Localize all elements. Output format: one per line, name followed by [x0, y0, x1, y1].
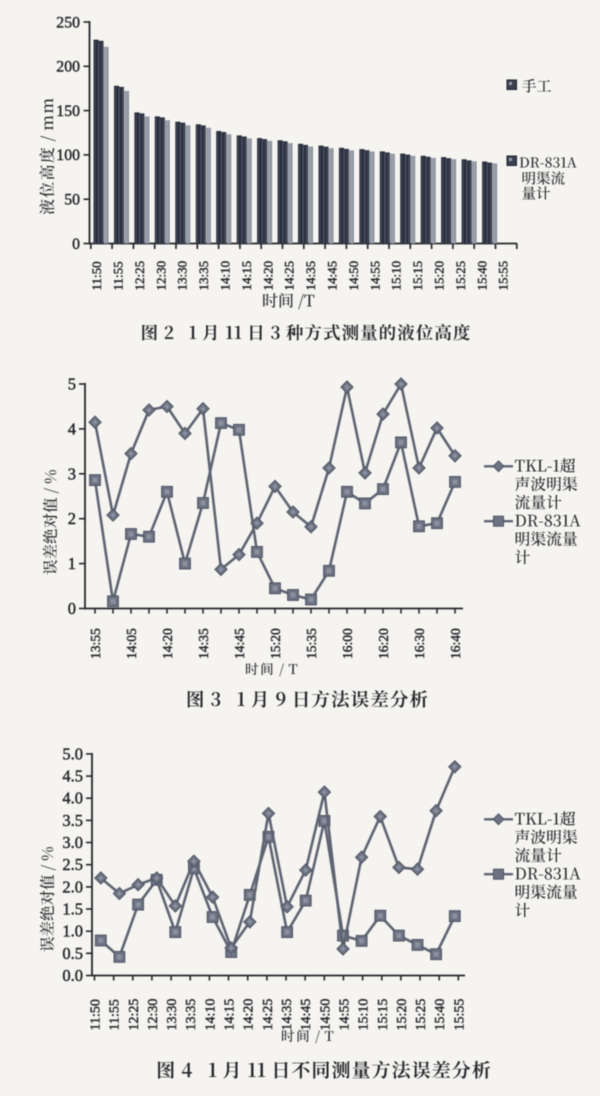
- svg-text:200: 200: [56, 59, 80, 76]
- svg-text:14:45: 14:45: [325, 261, 340, 291]
- svg-text:14:35: 14:35: [303, 261, 318, 291]
- svg-text:50: 50: [64, 192, 80, 209]
- svg-text:13:30: 13:30: [165, 999, 180, 1031]
- svg-text:11:55: 11:55: [111, 261, 126, 290]
- svg-text:14:20: 14:20: [260, 261, 275, 291]
- svg-text:16:00: 16:00: [340, 628, 355, 659]
- svg-text:14:10: 14:10: [203, 999, 218, 1031]
- svg-text:2.5: 2.5: [62, 855, 83, 874]
- svg-text:15:10: 15:10: [357, 999, 372, 1031]
- svg-text:0.5: 0.5: [62, 944, 83, 963]
- svg-text:14:45: 14:45: [232, 628, 247, 659]
- svg-text:4.5: 4.5: [62, 767, 83, 786]
- svg-text:14:35: 14:35: [196, 628, 211, 659]
- svg-text:13:35: 13:35: [184, 999, 199, 1031]
- svg-text:15:20: 15:20: [432, 261, 447, 291]
- svg-text:13:35: 13:35: [196, 261, 211, 291]
- svg-text:0: 0: [72, 236, 80, 253]
- svg-text:3.5: 3.5: [62, 811, 83, 830]
- svg-text:12:25: 12:25: [127, 999, 142, 1031]
- svg-text:14:20: 14:20: [160, 628, 175, 659]
- svg-text:15:55: 15:55: [452, 999, 467, 1031]
- svg-text:3: 3: [68, 464, 76, 483]
- svg-text:14:55: 14:55: [337, 999, 352, 1031]
- svg-text:15:40: 15:40: [433, 999, 448, 1031]
- svg-text:14:35: 14:35: [280, 999, 295, 1031]
- svg-text:11:50: 11:50: [89, 999, 104, 1030]
- svg-text:3.0: 3.0: [62, 833, 83, 852]
- svg-text:15:40: 15:40: [474, 261, 489, 291]
- svg-text:4: 4: [68, 419, 76, 438]
- svg-text:12:25: 12:25: [132, 261, 147, 291]
- svg-text:0: 0: [68, 599, 76, 618]
- svg-text:15:10: 15:10: [389, 261, 404, 291]
- svg-text:15:55: 15:55: [496, 261, 511, 291]
- svg-text:14:25: 14:25: [261, 999, 276, 1031]
- svg-text:13:55: 13:55: [88, 628, 103, 659]
- svg-text:0.0: 0.0: [62, 966, 83, 985]
- svg-text:14:25: 14:25: [282, 261, 297, 291]
- svg-text:14:50: 14:50: [318, 999, 333, 1031]
- svg-text:15:15: 15:15: [410, 261, 425, 291]
- svg-text:13:30: 13:30: [175, 261, 190, 291]
- svg-text:14:20: 14:20: [242, 999, 257, 1031]
- svg-text:12:30: 12:30: [153, 261, 168, 291]
- svg-text:1: 1: [68, 554, 76, 573]
- svg-text:14:45: 14:45: [299, 999, 314, 1031]
- svg-text:2: 2: [68, 509, 76, 528]
- svg-text:15:20: 15:20: [268, 628, 283, 659]
- svg-text:14:15: 14:15: [223, 999, 238, 1031]
- svg-text:16:20: 16:20: [376, 628, 391, 659]
- svg-text:14:15: 14:15: [239, 261, 254, 291]
- svg-text:15:25: 15:25: [453, 261, 468, 291]
- svg-text:250: 250: [56, 14, 80, 31]
- svg-text:4.0: 4.0: [62, 789, 83, 808]
- svg-text:14:10: 14:10: [218, 261, 233, 291]
- svg-text:14:55: 14:55: [367, 261, 382, 291]
- svg-text:150: 150: [56, 103, 80, 120]
- svg-text:1.0: 1.0: [62, 922, 83, 941]
- svg-text:11:50: 11:50: [89, 261, 104, 290]
- svg-text:15:35: 15:35: [304, 628, 319, 659]
- svg-text:5: 5: [68, 375, 76, 394]
- svg-text:16:30: 16:30: [412, 628, 427, 659]
- svg-text:14:05: 14:05: [124, 628, 139, 659]
- svg-text:5.0: 5.0: [62, 744, 83, 763]
- svg-text:15:25: 15:25: [414, 999, 429, 1031]
- svg-text:14:50: 14:50: [346, 261, 361, 291]
- svg-text:100: 100: [56, 147, 80, 164]
- svg-text:16:40: 16:40: [448, 628, 463, 659]
- svg-text:11:55: 11:55: [108, 999, 123, 1030]
- svg-text:1.5: 1.5: [62, 900, 83, 919]
- svg-text:2.0: 2.0: [62, 877, 83, 896]
- svg-text:15:20: 15:20: [395, 999, 410, 1031]
- svg-text:12:30: 12:30: [146, 999, 161, 1031]
- svg-text:15:15: 15:15: [376, 999, 391, 1031]
